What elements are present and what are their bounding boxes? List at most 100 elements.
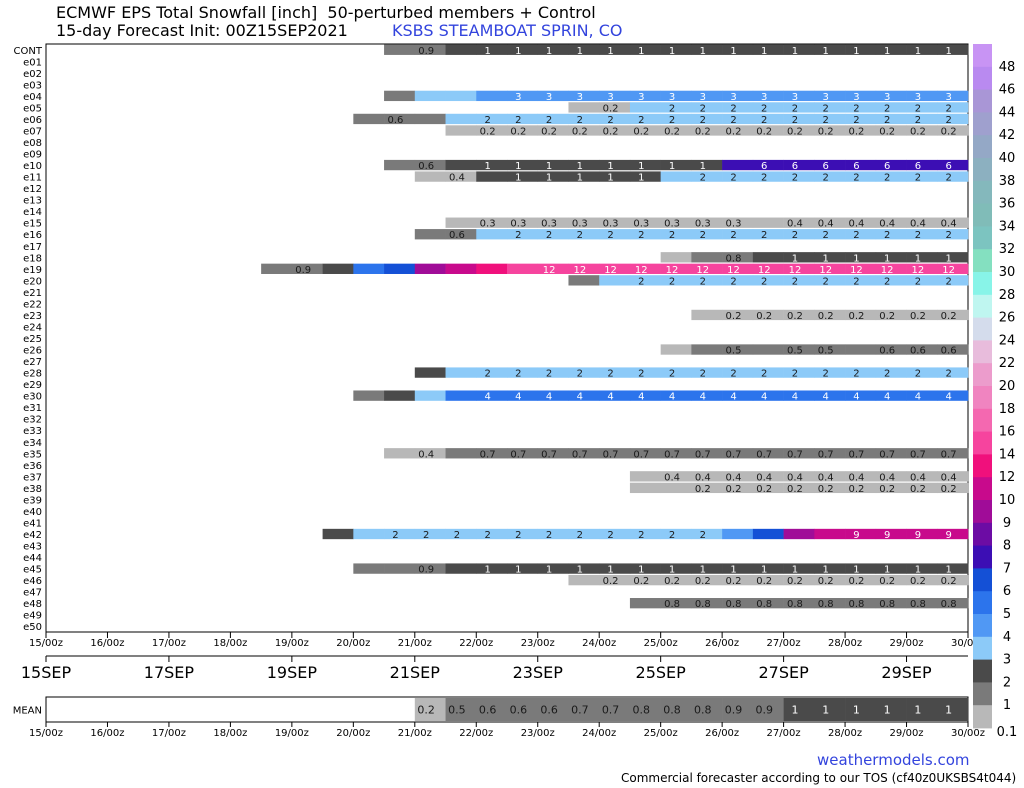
snow-cell <box>568 448 600 459</box>
snow-cell <box>537 563 569 574</box>
snow-cell <box>629 125 661 136</box>
cell-value: 12 <box>758 265 771 276</box>
cell-value: 3 <box>945 92 951 103</box>
snow-cell <box>629 159 661 171</box>
cell-value: 0.4 <box>910 472 926 483</box>
snow-cell <box>629 275 661 286</box>
snow-cell <box>783 390 815 401</box>
mean-time-tick-label: 20/00z <box>336 728 370 739</box>
snow-cell <box>937 563 969 574</box>
snow-cell <box>476 171 508 182</box>
snow-cell <box>722 367 754 378</box>
cell-value: 1 <box>669 46 675 57</box>
mean-time-tick-label: 29/00z <box>889 728 923 739</box>
time-tick-label: 24/00z <box>582 638 616 649</box>
cell-value: 0.6 <box>910 346 926 357</box>
chart-subtitle: 15-day Forecast Init: 00Z15SEP2021 <box>56 21 348 40</box>
snow-cell <box>629 367 661 378</box>
cell-value: 0.4 <box>726 472 742 483</box>
snow-cell <box>752 113 784 125</box>
cell-value: 2 <box>730 115 736 126</box>
member-label: e23 <box>23 311 42 322</box>
colorbar-label: 48 <box>999 60 1016 75</box>
colorbar-label: 1 <box>1003 698 1011 713</box>
snow-cell <box>875 344 907 355</box>
snow-cell <box>906 528 938 540</box>
snow-cell <box>752 471 784 482</box>
site-link[interactable]: weathermodels.com <box>817 751 970 769</box>
cell-value: 6 <box>792 161 798 172</box>
cell-value: 4 <box>730 392 736 403</box>
snow-cell <box>875 574 907 586</box>
cell-value: 12 <box>604 265 617 276</box>
member-label: e36 <box>23 461 42 472</box>
cell-value: 1 <box>884 46 890 57</box>
mean-cell <box>906 698 938 721</box>
mean-value: 0.6 <box>540 704 558 717</box>
snow-cell <box>937 229 969 240</box>
cell-value: 4 <box>792 392 798 403</box>
cell-value: 2 <box>823 103 829 114</box>
colorbar-swatch <box>973 636 992 660</box>
colorbar-label: 14 <box>999 447 1016 462</box>
cell-value: 0.7 <box>879 449 895 460</box>
member-label: e46 <box>23 576 42 587</box>
snow-cell <box>414 159 446 171</box>
colorbar-label: 42 <box>999 128 1016 143</box>
snow-cell <box>783 217 815 228</box>
cell-value: 0.4 <box>910 219 926 230</box>
snow-cell <box>660 90 692 102</box>
snow-cell <box>783 275 815 286</box>
cell-value: 0.3 <box>695 219 711 230</box>
member-label: e16 <box>23 230 42 241</box>
mean-cell <box>507 698 539 721</box>
cell-value: 0.6 <box>387 115 403 126</box>
cell-value: 1 <box>577 161 583 172</box>
mean-time-tick-label: 21/00z <box>398 728 432 739</box>
cell-value: 2 <box>823 369 829 380</box>
cell-value: 0.2 <box>695 576 711 587</box>
cell-value: 12 <box>912 265 925 276</box>
snow-cell <box>814 448 846 459</box>
snow-cell <box>752 344 784 355</box>
snow-cell <box>906 448 938 459</box>
snow-cell <box>906 44 938 55</box>
cell-value: 2 <box>669 103 675 114</box>
snow-cell <box>722 159 754 171</box>
colorbar-swatch <box>973 454 992 478</box>
mean-cell <box>937 698 969 721</box>
cell-value: 2 <box>792 115 798 126</box>
cell-value: 2 <box>700 230 706 241</box>
snow-cell <box>814 390 846 401</box>
cell-value: 9 <box>915 530 921 541</box>
snow-cell <box>384 448 416 459</box>
snow-cell <box>752 367 784 378</box>
cell-value: 6 <box>761 161 767 172</box>
snow-cell <box>875 275 907 286</box>
cell-value: 9 <box>884 530 890 541</box>
snow-cell <box>783 309 815 321</box>
cell-value: 2 <box>669 530 675 541</box>
colorbar-swatch <box>973 705 992 729</box>
cell-value: 2 <box>515 230 521 241</box>
member-label: e14 <box>23 207 42 218</box>
cell-value: 0.3 <box>726 219 742 230</box>
member-label: e38 <box>23 484 42 495</box>
cell-value: 0.2 <box>848 576 864 587</box>
snow-cell <box>937 217 969 228</box>
cell-value: 4 <box>638 392 644 403</box>
snow-cell <box>476 448 508 459</box>
snow-cell <box>783 229 815 240</box>
cell-value: 0.4 <box>756 472 772 483</box>
snow-cell <box>937 448 969 459</box>
cell-value: 1 <box>638 161 644 172</box>
member-label: e45 <box>23 565 42 576</box>
snow-cell <box>814 309 846 321</box>
snow-cell <box>783 171 815 182</box>
cell-value: 0.7 <box>726 449 742 460</box>
cell-value: 2 <box>884 276 890 287</box>
cell-value: 2 <box>638 530 644 541</box>
snow-cell <box>906 344 938 355</box>
cell-value: 0.2 <box>879 576 895 587</box>
snow-cell <box>691 344 723 355</box>
